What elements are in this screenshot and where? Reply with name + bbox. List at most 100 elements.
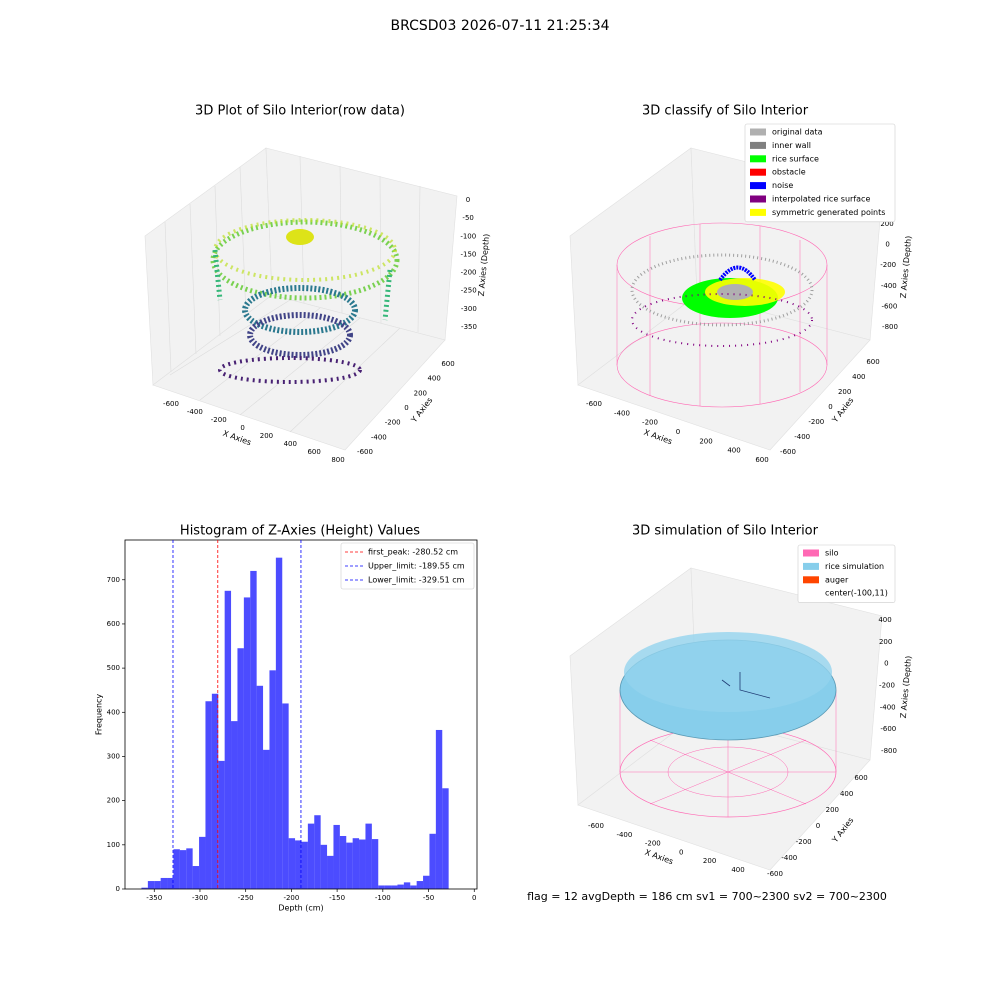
z-tick-label: -350 bbox=[461, 323, 477, 331]
y-axis-label: Y Axies bbox=[409, 396, 435, 425]
histogram-bar bbox=[243, 597, 251, 889]
histogram-bar bbox=[403, 882, 411, 889]
x-tick-label: 400 bbox=[731, 866, 744, 874]
x-tick-label: 0 bbox=[676, 428, 680, 436]
y-axis-label: Y Axies bbox=[830, 816, 856, 845]
y-tick-label: 300 bbox=[107, 752, 120, 760]
y-tick-label: 0 bbox=[116, 885, 120, 893]
histogram-bar bbox=[371, 839, 379, 889]
plot1-scene bbox=[144, 147, 458, 451]
legend-label: inner wall bbox=[772, 141, 811, 150]
y-tick-label: 0 bbox=[828, 403, 832, 411]
y-tick-label: 600 bbox=[866, 358, 879, 366]
histogram-bar bbox=[346, 842, 353, 889]
x-tick-label: -200 bbox=[211, 416, 227, 424]
histogram-bar bbox=[192, 866, 200, 889]
z-axis-label: Z Axies (Depth) bbox=[899, 655, 913, 718]
histogram-bar bbox=[423, 875, 430, 889]
y-tick-label: 200 bbox=[826, 806, 839, 814]
y-tick-label: 0 bbox=[404, 404, 408, 412]
x-tick-label: -250 bbox=[238, 894, 254, 902]
legend-swatch bbox=[750, 182, 766, 190]
x-tick-label: -150 bbox=[329, 894, 345, 902]
legend-box bbox=[340, 542, 475, 590]
histogram-bar bbox=[410, 885, 417, 889]
histogram-bar bbox=[288, 838, 296, 889]
z-tick-label: -600 bbox=[881, 302, 897, 310]
histogram-bar bbox=[429, 833, 436, 889]
y-tick-label: -200 bbox=[796, 838, 812, 846]
legend-label: noise bbox=[772, 181, 793, 190]
z-tick-label: -200 bbox=[879, 682, 895, 690]
y-tick-label: 200 bbox=[107, 797, 120, 805]
y-tick-label: -200 bbox=[808, 418, 824, 426]
legend-label: auger bbox=[825, 575, 849, 584]
z-tick-label: 400 bbox=[878, 616, 891, 624]
y-tick-label: -600 bbox=[780, 448, 796, 456]
histogram-bar bbox=[147, 881, 155, 889]
histogram-bar bbox=[218, 760, 225, 889]
z-tick-label: 0 bbox=[884, 660, 888, 668]
legend-label: original data bbox=[772, 128, 823, 137]
histogram-bar bbox=[263, 749, 270, 889]
legend-swatch bbox=[803, 576, 819, 584]
y-tick-label: 400 bbox=[427, 375, 440, 383]
histogram-bar bbox=[295, 840, 302, 889]
histogram-bar bbox=[416, 881, 424, 889]
x-axis-label: X Axies bbox=[222, 429, 253, 448]
histogram-bar bbox=[250, 570, 257, 889]
legend-box bbox=[797, 544, 896, 603]
chart-title: 3D classify of Silo Interior bbox=[642, 104, 809, 119]
y-axis-label: Y Axies bbox=[830, 396, 856, 425]
chart-title: 3D simulation of Silo Interior bbox=[632, 524, 819, 539]
x-tick-label: -200 bbox=[645, 840, 661, 848]
y-tick-label: 400 bbox=[840, 790, 853, 798]
x-tick-label: 800 bbox=[331, 456, 344, 464]
histogram-bar bbox=[307, 823, 315, 889]
x-tick-label: 200 bbox=[260, 432, 273, 440]
legend-label: rice simulation bbox=[825, 562, 884, 571]
y-tick-label: -600 bbox=[767, 870, 783, 878]
histogram-bar bbox=[397, 884, 404, 889]
x-tick-label: 200 bbox=[703, 857, 716, 865]
chart-title: Histogram of Z-Axies (Height) Values bbox=[180, 524, 420, 539]
legend-box bbox=[744, 123, 896, 223]
x-axis-label: X Axies bbox=[644, 848, 675, 867]
x-tick-label: -100 bbox=[375, 894, 391, 902]
x-tick-label: -600 bbox=[586, 400, 602, 408]
y-tick-label: -400 bbox=[371, 433, 387, 441]
histogram-bar bbox=[314, 815, 321, 889]
y-tick-label: 200 bbox=[414, 389, 427, 397]
z-tick-label: -400 bbox=[880, 703, 896, 711]
histogram-bar bbox=[391, 885, 398, 889]
z-tick-label: -300 bbox=[461, 305, 477, 313]
x-tick-label: 600 bbox=[755, 456, 768, 464]
z-tick-label: -400 bbox=[881, 282, 897, 290]
z-axis-label: Z Axies (Depth) bbox=[477, 233, 491, 296]
y-tick-label: -200 bbox=[385, 419, 401, 427]
histogram-bar bbox=[365, 823, 372, 889]
y-tick-label: 600 bbox=[107, 620, 120, 628]
histogram-bar bbox=[269, 670, 276, 889]
y-tick-label: -400 bbox=[794, 433, 810, 441]
z-axis-label: Z Axies (Depth) bbox=[899, 235, 913, 298]
histogram-bar bbox=[199, 836, 206, 889]
legend-label: interpolated rice surface bbox=[772, 195, 870, 204]
y-tick-label: 600 bbox=[441, 360, 454, 368]
histogram-bar bbox=[339, 835, 347, 889]
histogram-bar bbox=[301, 841, 308, 889]
y-tick-label: -600 bbox=[357, 448, 373, 456]
histogram-bar bbox=[327, 855, 334, 889]
y-tick-label: 500 bbox=[107, 664, 120, 672]
legend-swatch bbox=[750, 168, 766, 176]
x-tick-label: -600 bbox=[163, 400, 179, 408]
x-tick-label: -400 bbox=[616, 831, 632, 839]
x-axis-label: Depth (cm) bbox=[278, 904, 323, 913]
histogram-bar bbox=[179, 850, 187, 889]
y-tick-label: 700 bbox=[107, 576, 120, 584]
histogram-bar bbox=[282, 703, 289, 889]
z-tick-label: -150 bbox=[460, 250, 476, 258]
z-tick-label: -200 bbox=[461, 269, 477, 277]
y-tick-label: 600 bbox=[854, 774, 867, 782]
y-tick-label: 400 bbox=[107, 708, 120, 716]
